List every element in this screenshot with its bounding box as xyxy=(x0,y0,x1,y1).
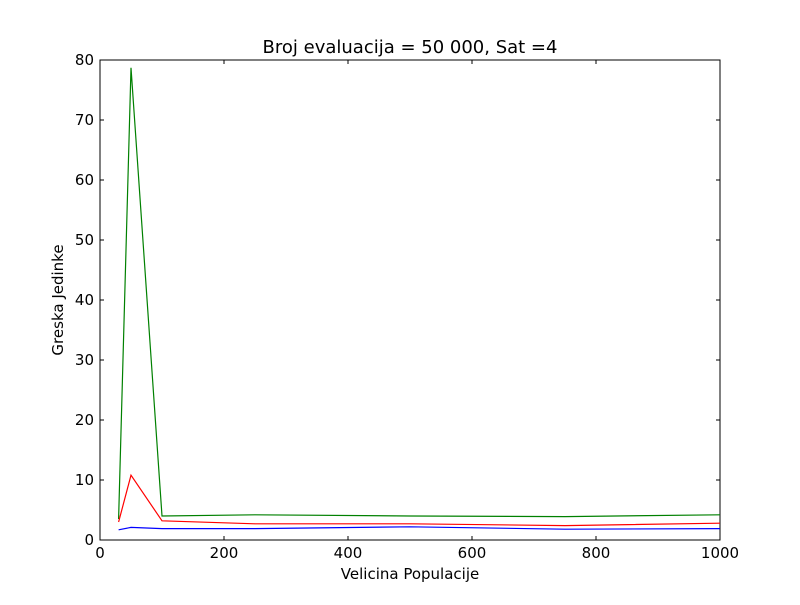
x-tick-label: 0 xyxy=(95,544,105,562)
y-tick-label: 20 xyxy=(75,411,94,429)
y-tick-label: 60 xyxy=(75,171,94,189)
x-tick-label: 200 xyxy=(210,544,239,562)
y-tick-label: 40 xyxy=(75,291,94,309)
series-line-2 xyxy=(118,473,721,527)
y-tick-label: 70 xyxy=(75,111,94,129)
series-line-3 xyxy=(118,526,721,531)
x-tick-label: 800 xyxy=(582,544,611,562)
chart-title: Broj evaluacija = 50 000, Sat =4 xyxy=(263,37,558,58)
y-axis-label: Greska Jedinke xyxy=(49,244,67,355)
plot-area-frame xyxy=(99,59,721,541)
y-tick-label: 80 xyxy=(75,51,94,69)
series-lines xyxy=(118,67,721,531)
y-tick-label: 10 xyxy=(75,471,94,489)
y-tick-label: 50 xyxy=(75,231,94,249)
y-tick-label: 0 xyxy=(84,531,94,549)
x-tick-label: 1000 xyxy=(701,544,739,562)
x-tick-label: 600 xyxy=(458,544,487,562)
y-tick-label: 30 xyxy=(75,351,94,369)
x-axis-label: Velicina Populacije xyxy=(341,565,479,583)
axis-ticks: 0 200 400 600 800 1000 0 10 20 30 40 50 60 70 80 xyxy=(75,51,739,562)
x-tick-label: 400 xyxy=(334,544,363,562)
series-line-1 xyxy=(118,67,721,520)
